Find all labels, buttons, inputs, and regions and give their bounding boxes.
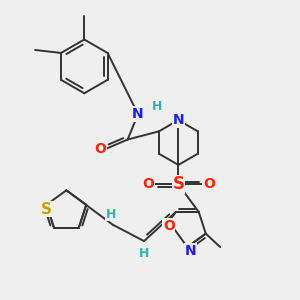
Text: N: N <box>132 107 144 121</box>
Text: S: S <box>41 202 52 217</box>
Text: H: H <box>139 247 149 260</box>
Text: H: H <box>106 208 116 221</box>
Text: S: S <box>172 175 184 193</box>
Text: N: N <box>185 244 197 258</box>
Text: H: H <box>152 100 163 113</box>
Text: N: N <box>172 113 184 127</box>
Text: O: O <box>203 177 215 191</box>
Text: O: O <box>142 177 154 191</box>
Text: O: O <box>163 219 175 233</box>
Text: O: O <box>94 142 106 155</box>
